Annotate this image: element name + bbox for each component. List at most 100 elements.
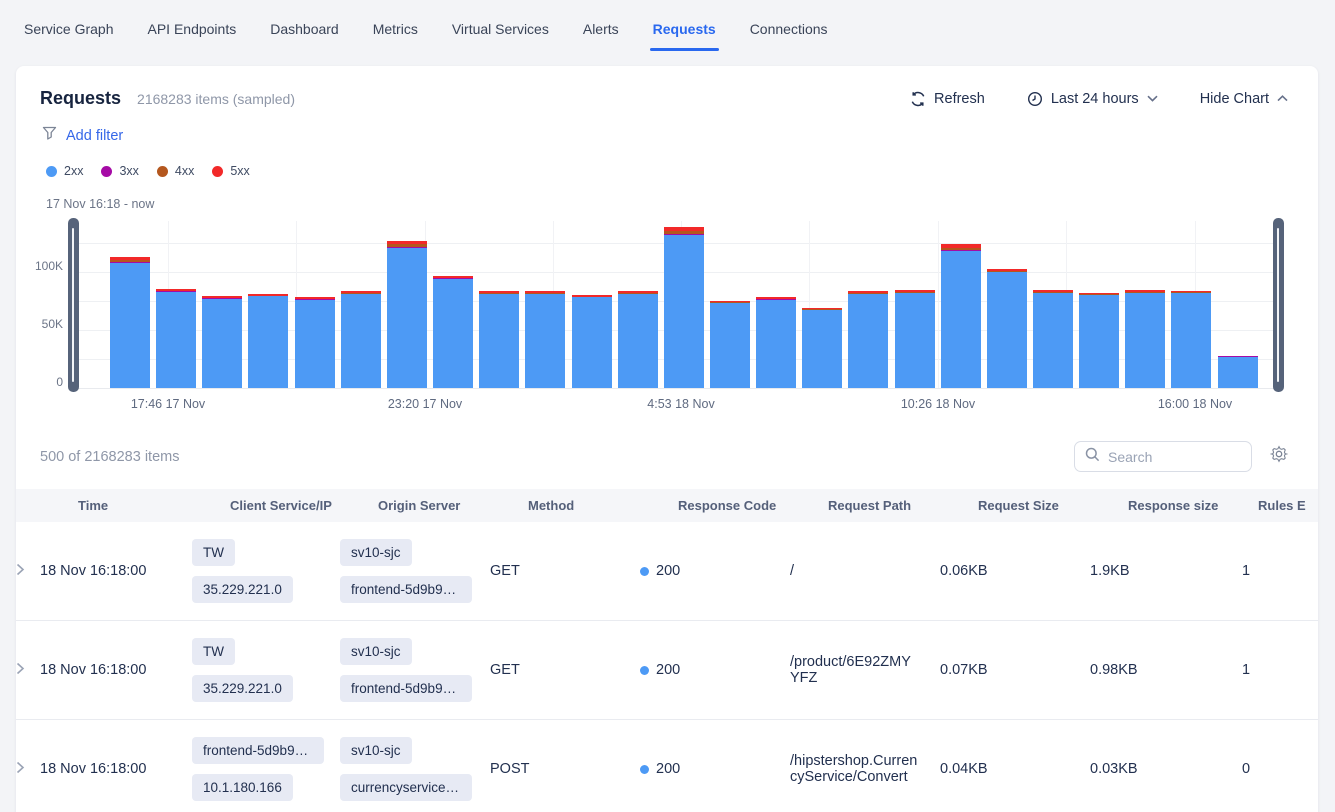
chart-bar[interactable] — [756, 297, 796, 389]
tag-pill[interactable]: TW — [192, 539, 235, 566]
column-header-request-path[interactable]: Request Path — [828, 498, 978, 513]
tab-metrics[interactable]: Metrics — [373, 21, 418, 58]
chart-bar[interactable] — [1033, 290, 1073, 389]
chart-bar[interactable] — [618, 291, 658, 389]
tag-pill[interactable]: currencyservice-... — [340, 774, 472, 801]
column-header-request-size[interactable]: Request Size — [978, 498, 1128, 513]
cell-time: 18 Nov 16:18:00 — [40, 662, 192, 678]
table-row[interactable]: 18 Nov 16:18:00frontend-5d9b94...10.1.18… — [16, 720, 1318, 812]
chart-bar[interactable] — [433, 276, 473, 389]
chart-bar[interactable] — [387, 241, 427, 389]
tab-api-endpoints[interactable]: API Endpoints — [147, 21, 236, 58]
tab-virtual-services[interactable]: Virtual Services — [452, 21, 549, 58]
column-header-client-service-ip[interactable]: Client Service/IP — [230, 498, 378, 513]
tab-service-graph[interactable]: Service Graph — [24, 21, 113, 58]
time-range-dropdown[interactable]: Last 24 hours — [1027, 91, 1158, 107]
chart-bar[interactable] — [987, 269, 1027, 389]
tag-pill[interactable]: 35.229.221.0 — [192, 576, 293, 603]
row-expand-button[interactable] — [16, 761, 40, 778]
row-expand-button[interactable] — [16, 662, 40, 679]
chart-bar[interactable] — [156, 289, 196, 389]
bar-segment-2xx — [1218, 357, 1258, 389]
tag-pill[interactable]: 10.1.180.166 — [192, 774, 293, 801]
tag-pill[interactable]: sv10-sjc — [340, 539, 412, 566]
bar-segment-2xx — [941, 251, 981, 389]
tag-pill[interactable]: 35.229.221.0 — [192, 675, 293, 702]
table-row[interactable]: 18 Nov 16:18:00TW35.229.221.0sv10-sjcfro… — [16, 522, 1318, 621]
chart-bar[interactable] — [572, 295, 612, 389]
column-header-response-code[interactable]: Response Code — [678, 498, 828, 513]
tag-pill[interactable]: TW — [192, 638, 235, 665]
brush-handle-left[interactable] — [68, 218, 79, 392]
chart-range-label: 17 Nov 16:18 - now — [46, 197, 1318, 211]
column-header-method[interactable]: Method — [528, 498, 678, 513]
table-settings-gear-icon[interactable] — [1270, 445, 1288, 468]
chart-bar[interactable] — [895, 290, 935, 389]
requests-panel: Requests 2168283 items (sampled) Refresh — [16, 66, 1318, 812]
hide-chart-toggle[interactable]: Hide Chart — [1200, 91, 1288, 107]
response-status-dot — [640, 567, 649, 576]
bar-segment-2xx — [248, 296, 288, 389]
chart-bar[interactable] — [664, 227, 704, 389]
chart-bar[interactable] — [1218, 356, 1258, 389]
bar-segment-2xx — [1125, 293, 1165, 389]
column-header-origin-server[interactable]: Origin Server — [378, 498, 528, 513]
legend-label: 2xx — [64, 164, 83, 178]
legend-item-4xx[interactable]: 4xx — [157, 164, 194, 178]
table-row[interactable]: 18 Nov 16:18:00TW 35.229.221.0 sv10-sjc fro… — [16, 621, 1318, 720]
chart-bar[interactable] — [525, 291, 565, 389]
tag-pill[interactable]: frontend-5d9b94... — [340, 675, 472, 702]
chart-bar[interactable] — [1171, 291, 1211, 389]
bar-segment-2xx — [202, 299, 242, 389]
chart-bar[interactable] — [295, 297, 335, 389]
row-expand-button[interactable] — [16, 563, 40, 580]
panel-header: Requests 2168283 items (sampled) Refresh — [16, 66, 1318, 109]
chart-bar[interactable] — [710, 301, 750, 389]
brush-handle-right[interactable] — [1273, 218, 1284, 392]
tag-pill[interactable]: sv10-sjc — [340, 638, 412, 665]
table-summary: 500 of 2168283 items — [40, 449, 179, 465]
tab-alerts[interactable]: Alerts — [583, 21, 619, 58]
chevron-up-icon — [1277, 95, 1288, 102]
tab-dashboard[interactable]: Dashboard — [270, 21, 339, 58]
v-gridline — [938, 221, 939, 389]
tab-connections[interactable]: Connections — [750, 21, 828, 58]
tab-requests[interactable]: Requests — [653, 21, 716, 58]
cell-origin-server: sv10-sjc frontend-5d9b94... — [340, 539, 490, 603]
legend-item-3xx[interactable]: 3xx — [101, 164, 138, 178]
filter-funnel-icon — [42, 126, 57, 145]
cell-rules: 1 — [1220, 563, 1318, 579]
legend-item-2xx[interactable]: 2xx — [46, 164, 83, 178]
legend-item-5xx[interactable]: 5xx — [212, 164, 249, 178]
chart-bar[interactable] — [202, 296, 242, 389]
tag-pill[interactable]: sv10-sjc — [340, 737, 412, 764]
add-filter-label: Add filter — [66, 128, 123, 144]
table-header-row: TimeClient Service/IPOrigin ServerMethod… — [16, 489, 1318, 522]
column-header-time[interactable]: Time — [78, 498, 230, 513]
cell-rules: 0 — [1220, 761, 1318, 777]
add-filter-button[interactable]: Add filter — [42, 126, 1318, 145]
tag-pill[interactable]: frontend-5d9b94... — [192, 737, 324, 764]
column-header-response-size[interactable]: Response size — [1128, 498, 1258, 513]
cell-response-code: 200 — [640, 563, 790, 579]
column-header-rules-e[interactable]: Rules E — [1258, 498, 1318, 513]
chart-bar[interactable] — [1079, 293, 1119, 389]
table-search[interactable] — [1074, 441, 1252, 472]
chart-bar[interactable] — [341, 291, 381, 389]
chart-bar[interactable] — [941, 244, 981, 389]
bar-segment-2xx — [756, 300, 796, 389]
chart-bar[interactable] — [110, 257, 150, 389]
top-nav: Service Graph API Endpoints Dashboard Metri… — [0, 0, 1335, 58]
chevron-down-icon — [1147, 95, 1158, 102]
chart-bar[interactable] — [479, 291, 519, 389]
tag-pill[interactable]: frontend-5d9b94... — [340, 576, 472, 603]
chart-bar[interactable] — [1125, 290, 1165, 389]
chart-bar[interactable] — [248, 294, 288, 389]
search-input[interactable] — [1108, 449, 1241, 465]
cell-request-size: 0.07KB — [940, 662, 1090, 678]
cell-origin-server: sv10-sjc currencyservice-... — [340, 737, 490, 801]
bar-segment-2xx — [664, 235, 704, 389]
refresh-button[interactable]: Refresh — [910, 91, 985, 107]
chart-bar[interactable] — [802, 308, 842, 389]
chart-bar[interactable] — [848, 291, 888, 389]
